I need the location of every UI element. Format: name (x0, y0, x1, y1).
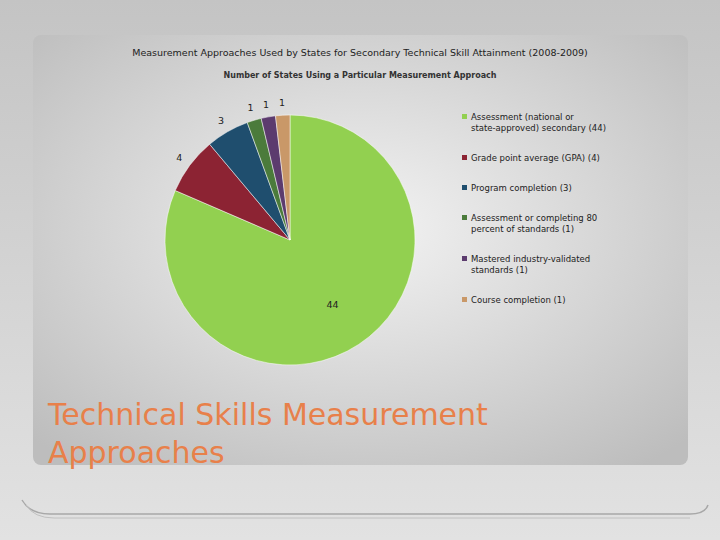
chart-subtitle: Number of States Using a Particular Meas… (223, 71, 496, 80)
legend-swatch (462, 215, 467, 220)
legend-swatch (462, 114, 467, 119)
legend-label: Assessment (national orstate-approved) s… (471, 112, 606, 133)
legend-label: Course completion (1) (471, 295, 566, 305)
data-label: 44 (327, 299, 339, 310)
legend-swatch (462, 185, 467, 190)
data-label: 1 (279, 97, 285, 108)
legend-label: Program completion (3) (471, 183, 572, 193)
legend-swatch (462, 155, 467, 160)
slide-canvas: Measurement Approaches Used by States fo… (0, 0, 720, 540)
panel (33, 35, 688, 465)
data-label: 1 (263, 99, 269, 110)
legend-label: Assessment or completing 80percent of st… (471, 213, 597, 234)
legend-swatch (462, 256, 467, 261)
background (0, 0, 720, 540)
legend-label: Mastered industry-validatedstandards (1) (471, 254, 590, 275)
pie (165, 115, 415, 365)
legend-label: Grade point average (GPA) (4) (471, 153, 600, 163)
data-label: 4 (176, 152, 182, 163)
slide: Measurement Approaches Used by States fo… (0, 0, 720, 540)
chart-title: Measurement Approaches Used by States fo… (132, 47, 588, 58)
legend: Assessment (national orstate-approved) s… (462, 112, 606, 305)
data-label: 3 (218, 115, 224, 126)
decor-line (26, 505, 690, 518)
slide-title: Technical Skills MeasurementApproaches (47, 397, 488, 470)
pie-slice (165, 115, 415, 365)
data-label: 1 (247, 102, 253, 113)
decor-line (22, 500, 708, 514)
pie-slice (275, 115, 290, 240)
pie-slice (261, 116, 290, 240)
legend-swatch (462, 297, 467, 302)
data-labels: 4443111 (176, 97, 338, 311)
